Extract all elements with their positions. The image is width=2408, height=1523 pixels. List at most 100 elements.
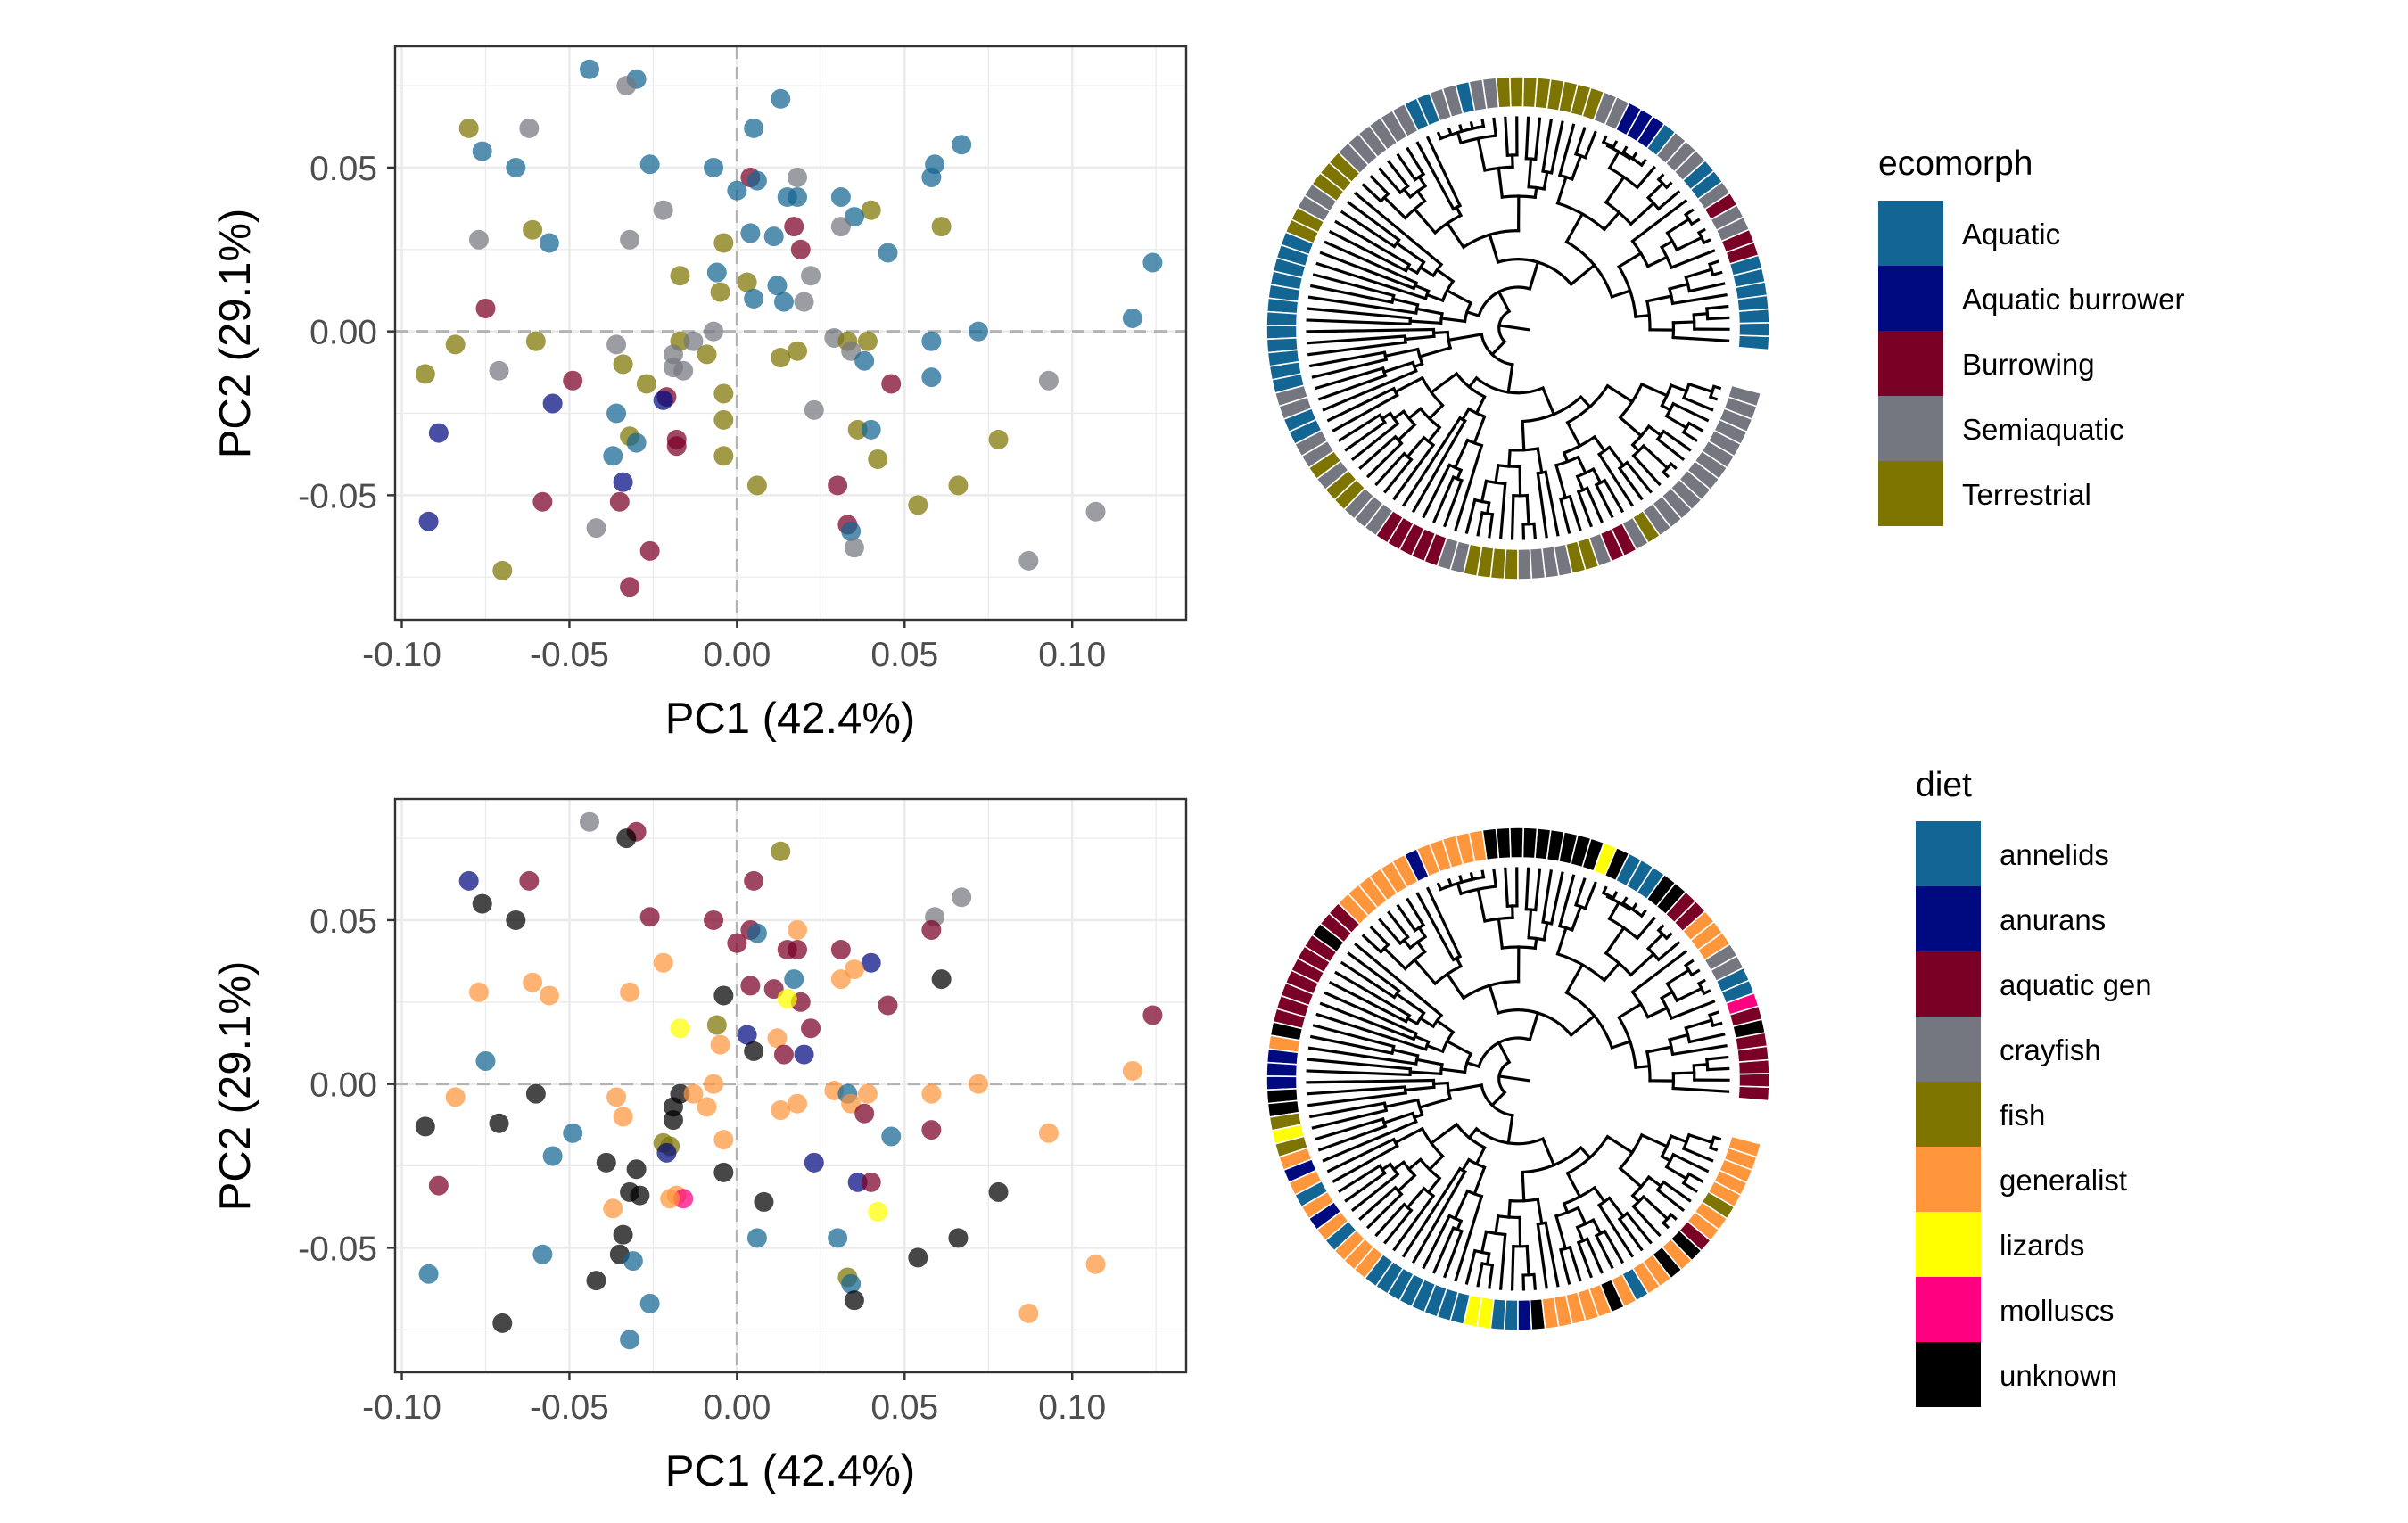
tree-tip-branch bbox=[1328, 981, 1408, 1024]
data-point-unknown bbox=[713, 985, 734, 1006]
ecomorph-scatter-panel: -0.05 0.00 0.05 -0.10 -0.05 0.00 0.05 0.10 PC1… bbox=[211, 45, 1188, 743]
tree-branch bbox=[1645, 1045, 1673, 1054]
tree-tip-branch bbox=[1594, 482, 1614, 519]
tree-tip-branch bbox=[1639, 909, 1647, 918]
data-point-aquatic-burrower bbox=[418, 511, 439, 531]
data-point-lizards bbox=[868, 1201, 888, 1222]
tree-tip-branch bbox=[1324, 240, 1419, 285]
data-point-aquatic bbox=[740, 223, 761, 243]
tree-tip-branch bbox=[1583, 881, 1597, 910]
tree-branch bbox=[1607, 445, 1626, 468]
data-point-semiaquatic bbox=[788, 167, 808, 187]
tree-branch bbox=[1645, 181, 1665, 201]
tree-branch bbox=[1617, 1001, 1644, 1020]
tree-tip-branch bbox=[1541, 869, 1554, 924]
tree-branch bbox=[1555, 175, 1568, 205]
tree-tip-branch bbox=[1549, 120, 1564, 175]
data-point-aquatic-gen bbox=[740, 976, 761, 996]
tree-tip-branch bbox=[1661, 470, 1670, 479]
tree-branch bbox=[1485, 1252, 1491, 1266]
reference-lines bbox=[395, 799, 1186, 1372]
data-point-terrestrial bbox=[613, 354, 633, 375]
tree-arc bbox=[1562, 434, 1597, 455]
tree-branch bbox=[1406, 407, 1423, 421]
tree-branch bbox=[1570, 153, 1583, 181]
data-point-terrestrial bbox=[931, 217, 952, 237]
tree-arc bbox=[1484, 479, 1507, 486]
tree-branch bbox=[1575, 1225, 1585, 1243]
tree-branch bbox=[1445, 288, 1473, 306]
tree-arc bbox=[1630, 990, 1650, 1019]
tree-arc bbox=[1472, 1248, 1491, 1255]
tree-branch bbox=[1497, 1041, 1512, 1065]
tree-tip-branch bbox=[1344, 1171, 1387, 1203]
tree-tip-branch bbox=[1568, 1245, 1582, 1282]
tree-branch bbox=[1507, 1198, 1512, 1219]
tree-tip-branch bbox=[1307, 341, 1407, 357]
tree-branch bbox=[1403, 334, 1436, 342]
legend-label: crayfish bbox=[2000, 1033, 2101, 1066]
tree-tip-branch bbox=[1687, 282, 1726, 293]
tree-branch bbox=[1494, 1214, 1500, 1236]
tree-branch bbox=[1660, 403, 1672, 412]
tree-branch bbox=[1607, 901, 1621, 921]
tree-tip-branch bbox=[1620, 145, 1629, 155]
data-point-unknown bbox=[844, 1290, 864, 1311]
legend-key-annelids bbox=[1916, 821, 1981, 886]
data-point-semiaquatic bbox=[830, 217, 851, 237]
tree-branch bbox=[1455, 956, 1464, 968]
data-point-terrestrial bbox=[713, 409, 734, 430]
data-point-generalist bbox=[771, 1100, 791, 1121]
tree-tip-branch bbox=[1344, 420, 1387, 452]
data-point-unknown bbox=[596, 1152, 616, 1173]
data-point-burrowing bbox=[666, 436, 687, 457]
tree-tip-branch bbox=[1411, 418, 1467, 514]
x-tick-label: -0.05 bbox=[530, 636, 609, 674]
tree-tip-branch bbox=[1374, 451, 1406, 487]
tree-branch bbox=[1540, 1136, 1556, 1167]
tree-tip-branch bbox=[1669, 249, 1716, 270]
tree-tip-branch bbox=[1711, 1135, 1722, 1141]
tree-arc bbox=[1708, 384, 1716, 399]
legend-key-aquatic-gen bbox=[1916, 951, 1981, 1017]
tree-arc bbox=[1496, 1008, 1573, 1038]
tree-branch bbox=[1427, 1154, 1445, 1172]
tree-branch bbox=[1533, 185, 1538, 200]
data-point-terrestrial bbox=[847, 419, 868, 440]
data-point-anurans bbox=[847, 1172, 868, 1192]
data-point-aquatic bbox=[639, 154, 660, 175]
tip-ring-segment-terrestrial bbox=[1489, 547, 1507, 580]
tree-tip-branch bbox=[1411, 1169, 1467, 1264]
tree-branch bbox=[1418, 1016, 1436, 1029]
tree-tip-branch bbox=[1332, 393, 1399, 432]
tree-branch bbox=[1403, 1085, 1436, 1092]
data-point-aquatic bbox=[704, 157, 724, 177]
tree-arc bbox=[1455, 1122, 1487, 1150]
legend-label: unknown bbox=[2000, 1359, 2117, 1392]
tree-branch bbox=[1424, 292, 1445, 303]
tree-branch bbox=[1565, 420, 1582, 449]
tree-tip-branch bbox=[1374, 1202, 1406, 1238]
tree-tip-branch bbox=[1574, 877, 1587, 907]
tree-arc bbox=[1607, 166, 1640, 190]
diet-legend: diet annelids anurans aquatic gen crayfi… bbox=[1916, 766, 2152, 1407]
tree-tip-branch bbox=[1656, 190, 1681, 211]
tree-branch bbox=[1393, 1126, 1424, 1145]
tree-branch bbox=[1467, 1126, 1479, 1140]
tree-arc bbox=[1408, 934, 1428, 951]
tree-branch bbox=[1417, 926, 1428, 939]
tree-branch bbox=[1607, 1196, 1626, 1219]
tree-branch bbox=[1497, 166, 1505, 199]
tree-tip-branch bbox=[1436, 882, 1443, 892]
data-point-terrestrial bbox=[713, 233, 734, 253]
data-point-unknown bbox=[713, 1162, 734, 1182]
y-tick-label: 0.00 bbox=[309, 1066, 377, 1105]
tree-arc bbox=[1630, 239, 1650, 268]
data-point-generalist bbox=[704, 1074, 724, 1094]
tree-branch bbox=[1525, 493, 1530, 526]
legend-title: ecomorph bbox=[1878, 144, 2033, 183]
tip-ring-segment-semiaquatic bbox=[1727, 384, 1762, 408]
tree-branch bbox=[1629, 201, 1656, 226]
tree-tip-branch bbox=[1307, 307, 1413, 320]
tree-branch bbox=[1579, 1145, 1593, 1160]
